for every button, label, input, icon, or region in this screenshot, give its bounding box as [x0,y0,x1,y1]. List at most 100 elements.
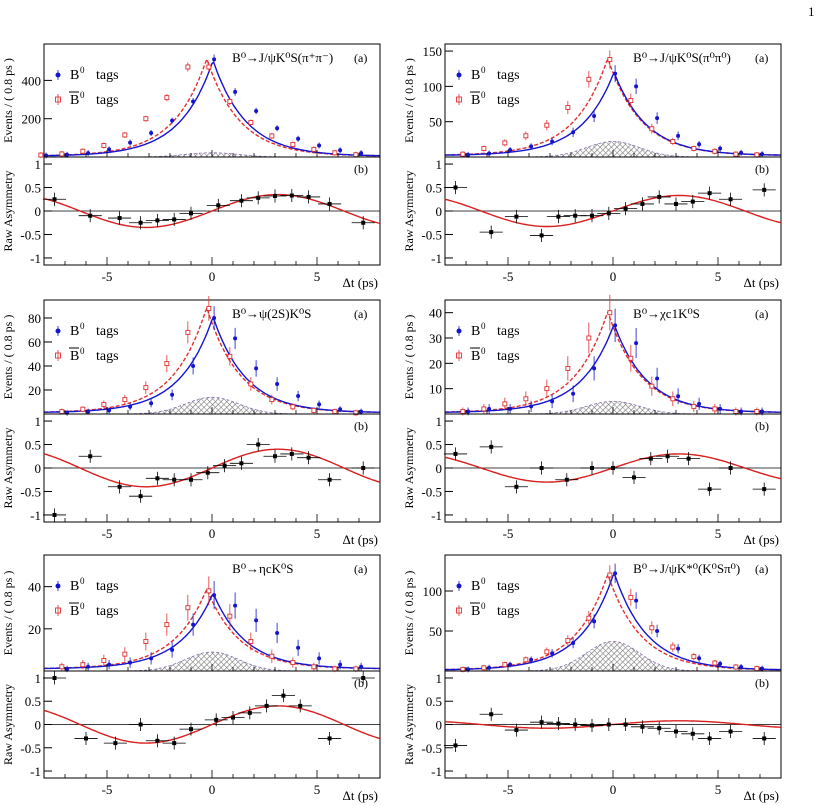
b0-point [128,140,133,145]
b0bar-point [311,146,317,152]
b0bar-point [143,116,149,122]
b0-point [212,316,217,320]
b0-point [233,603,238,608]
asym-point [762,487,767,492]
asym-point [327,477,332,482]
top-y-tick-label: 200 [22,112,42,127]
asym-point [155,738,160,743]
b0bar-point [290,404,296,410]
b0bar-point [670,396,676,402]
b0bar-point [164,361,170,367]
b0-point [718,406,723,411]
legend-b0bar-sup: 0 [80,601,85,611]
asym-y-tick-label: 1 [35,157,42,172]
asym-point [665,454,670,459]
asym-point [606,722,611,727]
label-b: (b) [755,162,769,176]
asym-point [216,203,221,208]
b0-point [170,392,175,397]
b0bar-point [754,409,760,414]
legend-b0-tags: tags [497,324,520,339]
b0bar-point [290,660,296,666]
b0bar-point [122,132,128,138]
asym-y-tick-label: -1 [30,764,41,779]
x-axis-label: Δt (ps) [744,275,779,290]
b0bar-point [523,133,529,139]
top-y-label: Events / ( 0.8 ps ) [402,315,416,400]
label-b: (b) [354,162,368,176]
asym-y-tick-label: 1 [436,671,443,686]
b0bar-point [185,64,191,70]
top-y-label: Events / ( 0.8 ps ) [1,571,15,656]
panel-title: B⁰→ψ(2S)K⁰S [232,306,311,321]
top-y-tick-label: 400 [22,73,42,88]
b0-point [760,409,765,414]
asym-point [361,220,366,225]
b0bar-point [185,329,191,335]
asym-y-tick-label: 0.5 [426,438,442,453]
legend-b0-sup: 0 [481,321,486,331]
legend-b0-tags: tags [96,68,119,83]
b0bar-point [332,150,338,156]
asym-point [453,185,458,190]
b0bar-point [481,406,487,412]
b0bar-point [649,126,655,132]
b0-point [191,99,196,104]
legend-b0-sup: 0 [80,576,85,586]
b0-point [317,143,322,148]
asym-point [273,454,277,459]
top-y-label: Events / ( 0.8 ps ) [1,58,15,143]
asym-point [762,736,767,741]
legend-b0-label: B [471,579,480,594]
b0bar-point [712,660,718,666]
panel-title: B⁰→J/ψK⁰S(π⁺π⁻) [232,50,333,65]
top-y-tick-label: 40 [28,580,41,595]
legend-b0bar-sup: 0 [481,346,486,356]
asym-point [590,723,594,728]
asym-point [52,197,57,202]
top-y-tick-label: 30 [429,331,442,346]
b0bar-point [206,305,212,311]
legend-b0-label: B [471,324,480,339]
b0bar-point [628,594,634,600]
b0-point [676,646,681,651]
top-y-tick-label: 40 [28,359,41,374]
asym-y-tick-label: 0 [436,718,443,733]
b0bar-fit-curve [444,310,781,413]
b0bar-point [649,625,655,631]
b0bar-point [185,605,191,611]
b0bar-point [248,120,254,125]
b0bar-point [565,365,571,371]
b0-point [317,656,322,661]
panel-title: B⁰→J/ψK⁰S(π⁰π⁰) [633,50,731,65]
b0-point [65,666,70,671]
b0-point [170,647,175,652]
b0-point [338,407,343,412]
asym-fit-curve [444,194,782,228]
b0bar-point [206,64,212,70]
b0bar-point [122,651,128,657]
asym-y-tick-label: -0.5 [421,484,442,499]
asym-point [690,199,695,204]
b0-point [128,660,133,665]
b0bar-point [523,657,529,663]
asym-y-label: Raw Asymmetry [1,684,15,765]
b0-point [296,645,301,650]
b0-point [254,109,259,114]
legend-b0bar-label: B [70,93,79,108]
asym-point [117,216,122,221]
b0-point [508,662,513,667]
legend-b0-tags: tags [96,324,119,339]
label-a: (a) [354,562,367,576]
asym-x-tick-label: 0 [209,782,216,797]
asym-point [361,466,366,470]
legend-b0-sup: 0 [80,65,85,75]
asym-point [172,217,177,222]
top-y-tick-label: 20 [28,383,41,398]
b0bar-point [353,666,359,672]
b0bar-point [332,666,338,672]
asym-y-tick-label: -1 [30,508,41,523]
b0-point [296,136,301,141]
asym-fit-curve [43,448,381,488]
b0bar-point [80,148,86,154]
